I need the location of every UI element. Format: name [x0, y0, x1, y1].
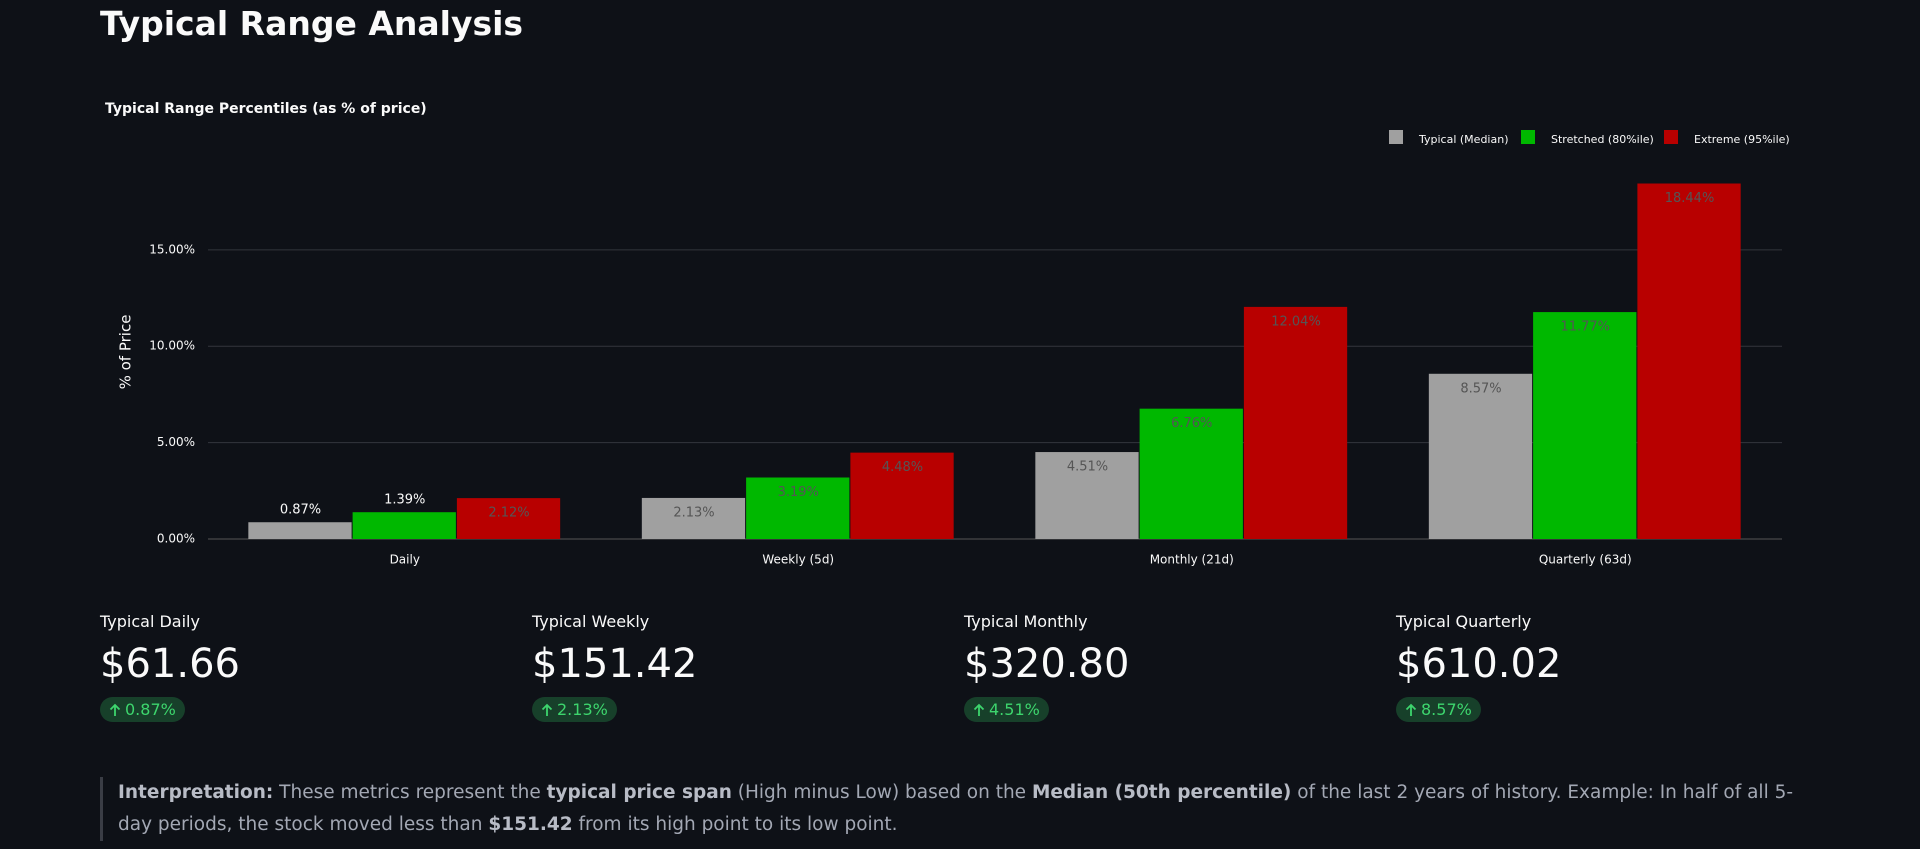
metric-delta-row: 0.87% — [100, 687, 520, 722]
x-tick-label: Daily — [390, 553, 420, 567]
metric-delta: 8.57% — [1396, 697, 1481, 722]
metric-delta-row: 4.51% — [964, 687, 1384, 722]
metric-card: Typical Weekly $151.42 2.13% — [532, 612, 952, 722]
interp-text: These metrics represent the — [273, 782, 547, 803]
metric-delta-value: 0.87% — [125, 700, 176, 719]
arrow-up-icon — [541, 703, 553, 716]
bar-value-label: 6.76% — [1171, 416, 1212, 431]
metric-card: Typical Daily $61.66 0.87% — [100, 612, 520, 722]
bar-value-label: 18.44% — [1665, 191, 1715, 206]
legend-swatch — [1664, 130, 1678, 144]
bar-value-label: 0.87% — [280, 503, 321, 518]
x-tick-label: Weekly (5d) — [762, 553, 834, 567]
bar — [746, 477, 850, 539]
chart: Typical Range Percentiles (as % of price… — [105, 101, 1790, 567]
arrow-up-icon — [1405, 703, 1417, 716]
interp-bold: Interpretation: — [118, 782, 274, 803]
metric-delta-row: 2.13% — [532, 687, 952, 722]
bar — [850, 452, 954, 539]
metric-delta: 4.51% — [964, 697, 1049, 722]
chart-title: Typical Range Percentiles (as % of price… — [105, 101, 427, 117]
metric-delta-row: 8.57% — [1396, 687, 1816, 722]
metric-delta-value: 8.57% — [1421, 700, 1472, 719]
bar — [1243, 306, 1348, 539]
arrow-up-icon — [109, 703, 121, 716]
bar — [1637, 183, 1741, 540]
bar-value-label: 8.57% — [1460, 381, 1501, 396]
bar-value-label: 4.51% — [1067, 460, 1108, 475]
y-tick-label: 0.00% — [157, 532, 195, 546]
metric-value: $320.80 — [964, 641, 1130, 687]
bar — [1428, 373, 1533, 539]
arrow-up-icon — [973, 703, 985, 716]
metric-label: Typical Monthly — [964, 612, 1088, 631]
bar-value-label: 2.13% — [673, 505, 714, 520]
metric-card: Typical Quarterly $610.02 8.57% — [1396, 612, 1816, 722]
interp-text: from its high point to its low point. — [572, 814, 898, 835]
legend-label: Typical (Median) — [1418, 133, 1509, 146]
bar — [248, 522, 352, 539]
bar-value-label: 11.77% — [1560, 320, 1610, 335]
metric-card: Typical Monthly $320.80 4.51% — [964, 612, 1384, 722]
metric-delta-value: 2.13% — [557, 700, 608, 719]
y-axis-title: % of Price — [117, 315, 135, 390]
page-title: Typical Range Analysis — [100, 4, 524, 43]
interpretation: Interpretation: These metrics represent … — [100, 777, 1818, 841]
bar-value-label: 4.48% — [882, 460, 923, 475]
bar — [456, 498, 561, 539]
legend-label: Extreme (95%ile) — [1694, 133, 1790, 146]
bar — [1533, 312, 1637, 539]
legend-swatch — [1521, 130, 1535, 144]
bar-value-label: 3.19% — [778, 485, 819, 500]
legend-swatch — [1389, 130, 1403, 144]
bar-value-label: 12.04% — [1271, 314, 1321, 329]
metric-label: Typical Quarterly — [1396, 612, 1532, 631]
metric-delta: 2.13% — [532, 697, 617, 722]
bar — [641, 497, 746, 539]
metric-label: Typical Weekly — [532, 612, 650, 631]
x-tick-label: Monthly (21d) — [1150, 553, 1234, 567]
interp-bold: $151.42 — [488, 814, 573, 835]
x-tick-label: Quarterly (63d) — [1539, 553, 1632, 567]
legend-label: Stretched (80%ile) — [1551, 133, 1654, 146]
interp-text: (High minus Low) based on the — [731, 782, 1032, 803]
bar-value-label: 1.39% — [384, 493, 425, 508]
metric-value: $610.02 — [1396, 641, 1562, 687]
metric-label: Typical Daily — [100, 612, 200, 631]
interp-bold: Median (50th percentile) — [1031, 782, 1292, 803]
bar — [352, 512, 456, 539]
metric-delta: 0.87% — [100, 697, 185, 722]
metric-value: $151.42 — [532, 641, 698, 687]
y-tick-label: 15.00% — [149, 242, 195, 256]
bar — [1035, 452, 1139, 539]
bar — [1139, 408, 1243, 539]
y-tick-label: 10.00% — [149, 339, 195, 353]
bar-value-label: 2.12% — [488, 506, 529, 521]
interp-bold: typical price span — [546, 782, 732, 803]
metric-value: $61.66 — [100, 641, 240, 687]
metric-delta-value: 4.51% — [989, 700, 1040, 719]
y-tick-label: 5.00% — [157, 435, 195, 449]
interp-text: of the last 2 years of history. Example:… — [118, 782, 1794, 835]
